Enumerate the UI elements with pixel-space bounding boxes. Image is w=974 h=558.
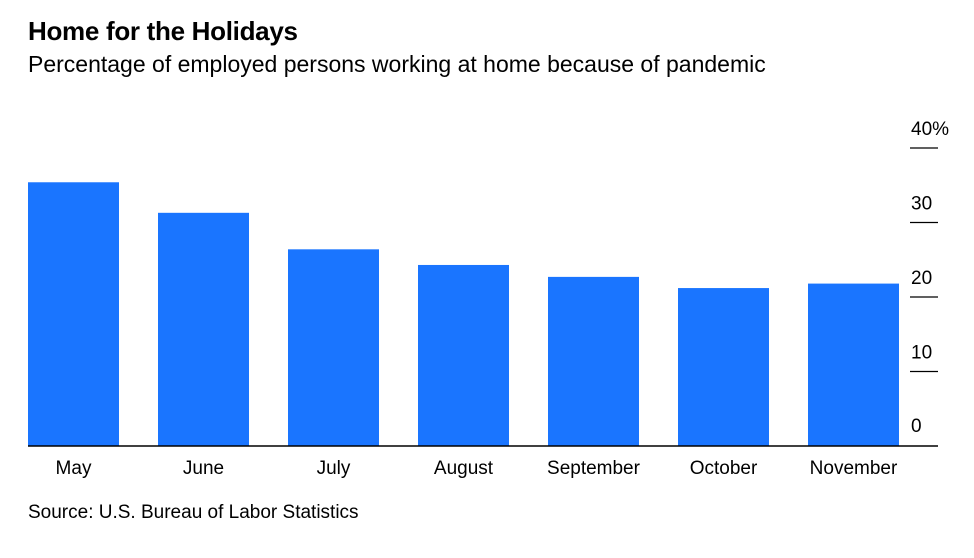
y-tick-label: 20 bbox=[911, 268, 932, 289]
x-tick-label: June bbox=[183, 458, 224, 479]
chart-title: Home for the Holidays bbox=[28, 16, 298, 46]
y-tick-label: 30 bbox=[911, 194, 932, 215]
bar-october bbox=[678, 288, 769, 446]
y-tick-label: 0 bbox=[911, 416, 922, 437]
x-tick-label: May bbox=[56, 458, 92, 479]
x-tick-label: November bbox=[810, 458, 898, 479]
chart-subtitle: Percentage of employed persons working a… bbox=[28, 51, 766, 77]
y-tick-label: 10 bbox=[911, 343, 932, 364]
x-axis-labels: May June July August September October Novembe… bbox=[56, 458, 898, 479]
y-tick-label: 40% bbox=[911, 119, 949, 140]
bar-november bbox=[808, 283, 899, 446]
bar-july bbox=[288, 249, 379, 446]
source-note: Source: U.S. Bureau of Labor Statistics bbox=[28, 502, 359, 523]
bar-may bbox=[28, 182, 119, 446]
x-tick-label: September bbox=[547, 458, 641, 479]
bar-june bbox=[158, 212, 249, 446]
bar-september bbox=[548, 276, 639, 446]
bars-group bbox=[28, 182, 899, 446]
y-axis: 0 10 20 30 40% bbox=[910, 119, 949, 437]
bar-august bbox=[418, 264, 509, 446]
x-tick-label: October bbox=[690, 458, 758, 479]
x-tick-label: July bbox=[317, 458, 351, 479]
x-tick-label: August bbox=[434, 458, 494, 479]
